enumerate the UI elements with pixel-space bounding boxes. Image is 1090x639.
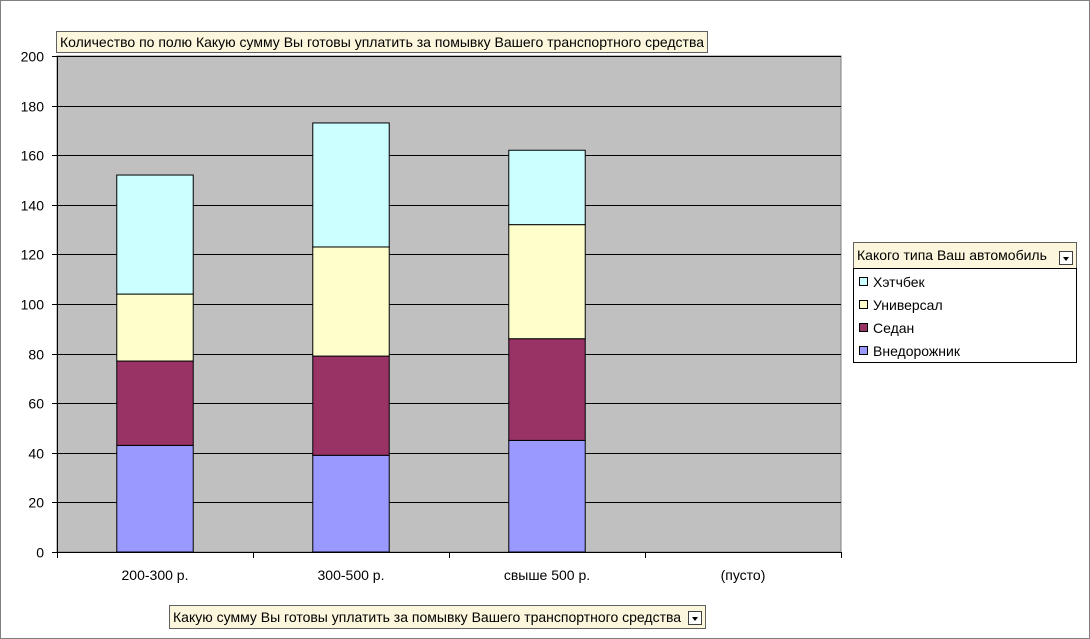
y-tick-label: 0 xyxy=(36,545,44,561)
bar-segment xyxy=(508,224,586,340)
legend-swatch xyxy=(859,277,868,286)
legend-swatch xyxy=(859,300,868,309)
y-tick-label: 200 xyxy=(21,49,45,65)
bar-segment xyxy=(116,293,194,362)
bar-segment xyxy=(116,360,194,446)
legend-swatch xyxy=(859,323,868,332)
bar-segment xyxy=(508,439,586,553)
legend-item-label: Универсал xyxy=(873,297,943,313)
y-tick-label: 20 xyxy=(28,495,44,511)
bar-segment xyxy=(508,338,586,441)
x-tick-label: 200-300 р. xyxy=(122,567,189,583)
legend-dropdown-icon[interactable] xyxy=(1059,251,1073,265)
x-tick-label: 300-500 р. xyxy=(318,567,385,583)
data-field-button[interactable]: Количество по полю Какую сумму Вы готовы… xyxy=(56,31,709,53)
bar-segment xyxy=(312,246,390,357)
x-tick-label: (пусто) xyxy=(721,567,766,583)
y-tick-label: 120 xyxy=(21,247,45,263)
bar-segment xyxy=(312,355,390,456)
legend-swatch xyxy=(859,346,868,355)
y-tick-label: 160 xyxy=(21,148,45,164)
legend-field-label: Какого типа Ваш автомобиль xyxy=(857,247,1047,263)
y-tick-label: 80 xyxy=(28,347,44,363)
legend-item-label: Внедорожник xyxy=(873,343,960,359)
legend-field-button[interactable]: Какого типа Ваш автомобиль xyxy=(853,242,1077,269)
legend: Хэтчбек Универсал Седан Внедорожник xyxy=(853,268,1077,363)
y-tick-label: 40 xyxy=(28,446,44,462)
category-field-button[interactable]: Какую сумму Вы готовы уплатить за помывк… xyxy=(169,605,706,629)
y-tick-label: 140 xyxy=(21,198,45,214)
data-field-label: Количество по полю Какую сумму Вы готовы… xyxy=(60,34,705,50)
bar-segment xyxy=(312,122,390,248)
category-dropdown-icon[interactable] xyxy=(687,611,702,626)
bar-segment xyxy=(312,454,390,553)
bar-segment xyxy=(116,174,194,295)
bar-segment xyxy=(116,444,194,553)
category-field-label: Какую сумму Вы готовы уплатить за помывк… xyxy=(173,609,682,625)
bar-segment xyxy=(508,149,586,226)
y-tick-label: 180 xyxy=(21,99,45,115)
x-tick-label: свыше 500 р. xyxy=(504,567,590,583)
legend-item-label: Хэтчбек xyxy=(873,274,925,290)
y-tick-label: 100 xyxy=(21,297,45,313)
legend-item-label: Седан xyxy=(873,320,915,336)
y-tick-label: 60 xyxy=(28,396,44,412)
